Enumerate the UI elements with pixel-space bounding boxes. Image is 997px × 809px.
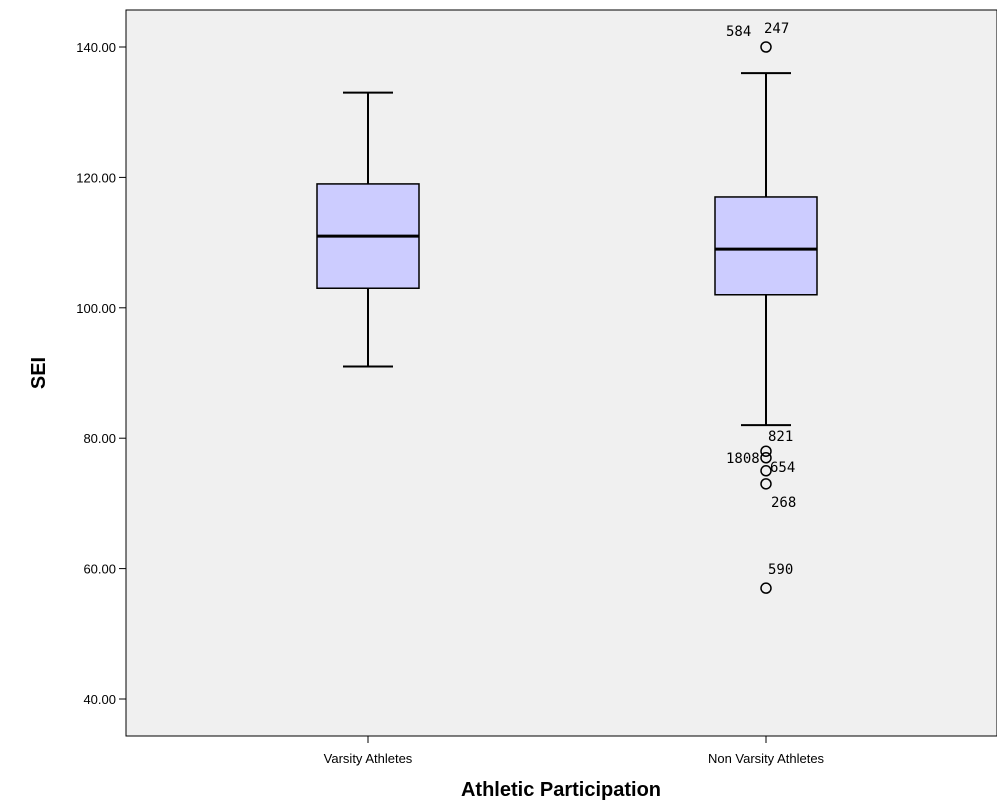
- y-axis: 40.00 60.00 80.00 100.00 120.00 140.00: [76, 40, 126, 707]
- x-axis: Varsity Athletes Non Varsity Athletes: [324, 736, 825, 766]
- y-tick-label: 40.00: [83, 692, 116, 707]
- box-group: [316, 91, 420, 368]
- x-tick-label: Varsity Athletes: [324, 751, 413, 766]
- iqr-box: [714, 196, 818, 296]
- y-tick-label: 60.00: [83, 562, 116, 577]
- x-axis-title: Athletic Participation: [461, 779, 661, 801]
- outlier-label: 584: [726, 24, 751, 40]
- outlier-label: 247: [764, 21, 789, 37]
- outlier-point: [760, 582, 772, 594]
- x-tick-label: Non Varsity Athletes: [708, 751, 825, 766]
- outlier-label: 590: [768, 562, 793, 578]
- outlier-point: [760, 445, 772, 457]
- y-tick-label: 120.00: [76, 170, 116, 185]
- outlier-point: [760, 41, 772, 53]
- outlier-point: [760, 465, 772, 477]
- plot-area: [125, 9, 997, 737]
- outlier-point: [760, 478, 772, 490]
- y-tick-label: 100.00: [76, 301, 116, 316]
- y-axis-title: SEI: [28, 357, 50, 389]
- outlier-point: [760, 452, 772, 464]
- y-tick-label: 140.00: [76, 40, 116, 55]
- y-tick-label: 80.00: [83, 431, 116, 446]
- outlier-label: 821: [768, 429, 793, 445]
- box-group: [714, 41, 818, 594]
- outlier-label: 1808: [726, 451, 760, 467]
- outlier-label: 654: [770, 460, 795, 476]
- boxes: 584 247 821 1808 654 268 590: [316, 21, 818, 594]
- outlier-label: 268: [771, 495, 796, 511]
